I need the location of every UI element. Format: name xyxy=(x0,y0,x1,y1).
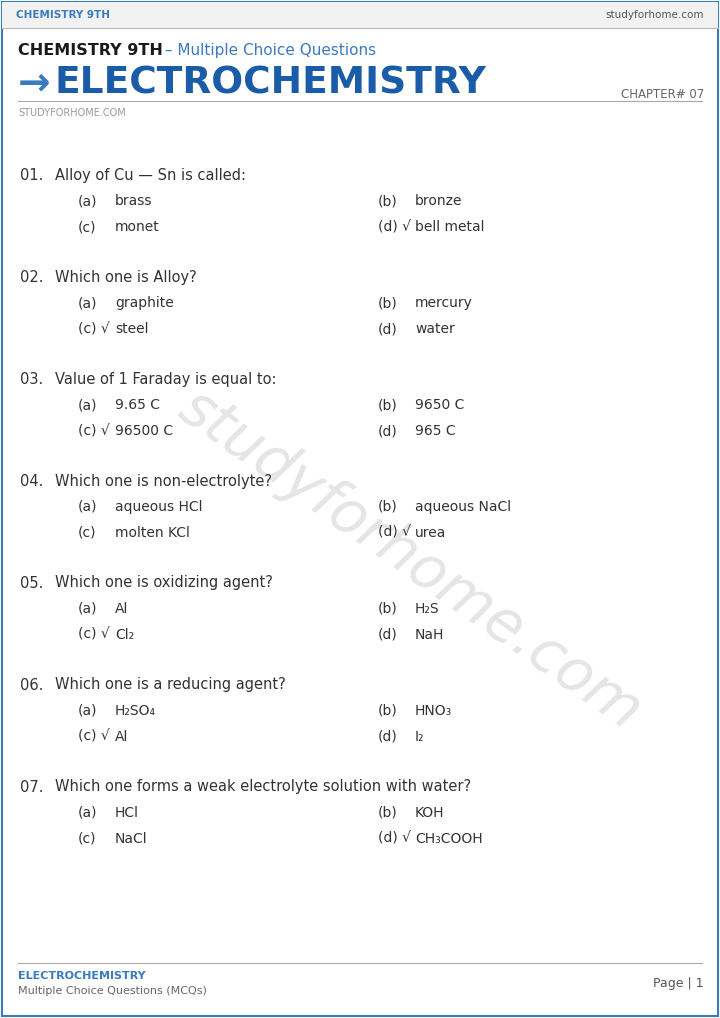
Text: Alloy of Cu — Sn is called:: Alloy of Cu — Sn is called: xyxy=(55,168,246,182)
Text: 05.: 05. xyxy=(20,575,43,590)
Text: H₂SO₄: H₂SO₄ xyxy=(115,704,156,718)
Text: Al: Al xyxy=(115,730,128,744)
Text: (c): (c) xyxy=(78,832,96,846)
Text: (a): (a) xyxy=(78,602,97,616)
Text: NaH: NaH xyxy=(415,628,444,642)
Text: KOH: KOH xyxy=(415,806,444,821)
Text: ELECTROCHEMISTRY: ELECTROCHEMISTRY xyxy=(18,971,145,981)
Text: (b): (b) xyxy=(378,398,397,412)
Text: (b): (b) xyxy=(378,602,397,616)
Text: 02.: 02. xyxy=(20,270,43,284)
Text: 06.: 06. xyxy=(20,678,43,692)
Text: (c): (c) xyxy=(78,220,96,234)
Text: (c) √: (c) √ xyxy=(78,730,109,744)
Text: HCl: HCl xyxy=(115,806,139,821)
Text: urea: urea xyxy=(415,526,446,540)
Text: Value of 1 Faraday is equal to:: Value of 1 Faraday is equal to: xyxy=(55,372,276,387)
Text: (d) √: (d) √ xyxy=(378,220,411,234)
Text: H₂S: H₂S xyxy=(415,602,440,616)
Text: (b): (b) xyxy=(378,194,397,208)
Text: STUDYFORHOME.COM: STUDYFORHOME.COM xyxy=(18,108,126,118)
Text: 03.: 03. xyxy=(20,372,43,387)
Text: aqueous HCl: aqueous HCl xyxy=(115,500,202,514)
Text: Which one is non-electrolyte?: Which one is non-electrolyte? xyxy=(55,473,272,489)
Text: mercury: mercury xyxy=(415,296,473,310)
Text: (d): (d) xyxy=(378,425,397,438)
Text: CHEMISTRY 9TH: CHEMISTRY 9TH xyxy=(16,10,110,20)
Text: 01.: 01. xyxy=(20,168,43,182)
Text: NaCl: NaCl xyxy=(115,832,148,846)
Text: 04.: 04. xyxy=(20,473,43,489)
Text: (b): (b) xyxy=(378,806,397,821)
Text: aqueous NaCl: aqueous NaCl xyxy=(415,500,511,514)
Text: CHEMISTRY 9TH: CHEMISTRY 9TH xyxy=(18,43,163,57)
Text: (b): (b) xyxy=(378,704,397,718)
Text: HNO₃: HNO₃ xyxy=(415,704,452,718)
Text: (d) √: (d) √ xyxy=(378,832,411,846)
Text: CHAPTER# 07: CHAPTER# 07 xyxy=(621,88,704,101)
Text: bronze: bronze xyxy=(415,194,462,208)
Text: Multiple Choice Questions (MCQs): Multiple Choice Questions (MCQs) xyxy=(18,986,207,996)
Text: 9650 C: 9650 C xyxy=(415,398,464,412)
Text: (a): (a) xyxy=(78,398,97,412)
Text: (d) √: (d) √ xyxy=(378,526,411,540)
Text: (c) √: (c) √ xyxy=(78,628,109,642)
Text: (a): (a) xyxy=(78,500,97,514)
Text: graphite: graphite xyxy=(115,296,174,310)
Text: (a): (a) xyxy=(78,806,97,821)
Text: Cl₂: Cl₂ xyxy=(115,628,134,642)
Text: CH₃COOH: CH₃COOH xyxy=(415,832,482,846)
Text: – Multiple Choice Questions: – Multiple Choice Questions xyxy=(160,43,376,57)
Text: studyforhome.com: studyforhome.com xyxy=(168,379,652,741)
Text: Page | 1: Page | 1 xyxy=(653,976,704,989)
Text: Which one is oxidizing agent?: Which one is oxidizing agent? xyxy=(55,575,273,590)
Text: 96500 C: 96500 C xyxy=(115,425,173,438)
Text: (a): (a) xyxy=(78,704,97,718)
Text: (d): (d) xyxy=(378,730,397,744)
Text: 9.65 C: 9.65 C xyxy=(115,398,160,412)
Text: →: → xyxy=(18,64,50,102)
Text: water: water xyxy=(415,322,455,336)
Text: (d): (d) xyxy=(378,322,397,336)
Text: (c) √: (c) √ xyxy=(78,425,109,438)
Text: (c) √: (c) √ xyxy=(78,322,109,336)
Text: Which one forms a weak electrolyte solution with water?: Which one forms a weak electrolyte solut… xyxy=(55,780,471,794)
Text: ELECTROCHEMISTRY: ELECTROCHEMISTRY xyxy=(55,65,487,101)
Text: (a): (a) xyxy=(78,194,97,208)
Text: (b): (b) xyxy=(378,500,397,514)
Text: studyforhome.com: studyforhome.com xyxy=(606,10,704,20)
Text: 965 C: 965 C xyxy=(415,425,456,438)
Text: Al: Al xyxy=(115,602,128,616)
Text: bell metal: bell metal xyxy=(415,220,485,234)
Text: 07.: 07. xyxy=(20,780,43,794)
Text: monet: monet xyxy=(115,220,160,234)
Text: Which one is a reducing agent?: Which one is a reducing agent? xyxy=(55,678,286,692)
Text: (b): (b) xyxy=(378,296,397,310)
Text: Which one is Alloy?: Which one is Alloy? xyxy=(55,270,197,284)
Text: I₂: I₂ xyxy=(415,730,425,744)
Text: (c): (c) xyxy=(78,526,96,540)
Text: brass: brass xyxy=(115,194,153,208)
Text: steel: steel xyxy=(115,322,148,336)
Text: molten KCl: molten KCl xyxy=(115,526,190,540)
FancyBboxPatch shape xyxy=(2,2,718,29)
Text: (a): (a) xyxy=(78,296,97,310)
Text: (d): (d) xyxy=(378,628,397,642)
